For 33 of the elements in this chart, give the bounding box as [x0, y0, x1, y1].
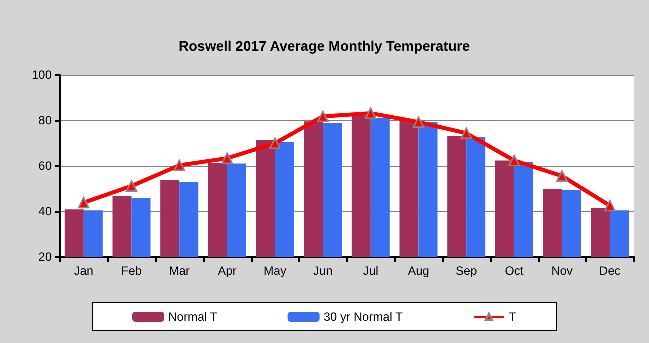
y-tick-label: 80 [38, 114, 52, 128]
y-tick-label: 40 [38, 204, 52, 218]
y-tick-label: 60 [38, 159, 52, 173]
chart-title: Roswell 2017 Average Monthly Temperature [178, 38, 470, 54]
x-tick-label: Jul [363, 264, 379, 278]
point [604, 200, 616, 212]
point [413, 116, 424, 128]
x-tick-label: Jan [74, 264, 94, 278]
point [460, 128, 472, 140]
point [222, 152, 234, 164]
x-tick-label: Nov [552, 264, 573, 278]
point [78, 197, 90, 209]
point [174, 160, 186, 172]
point [365, 108, 377, 120]
y-tick-label: 20 [38, 250, 52, 264]
legend-label: Normal T [168, 310, 218, 324]
x-tick-label: Mar [169, 264, 190, 278]
point [270, 138, 281, 150]
point [556, 170, 568, 182]
x-tick-label: Sep [456, 264, 478, 278]
x-tick-label: Dec [599, 264, 621, 278]
x-tick-label: Aug [408, 264, 430, 278]
point [126, 180, 138, 192]
point [508, 155, 520, 167]
x-tick-label: Feb [121, 264, 142, 278]
x-tick-label: Jun [313, 264, 333, 278]
legend-label: T [509, 310, 518, 324]
y-tick-label: 100 [32, 68, 52, 82]
legend-label: 30 yr Normal T [324, 310, 404, 324]
x-tick-label: Oct [505, 264, 524, 278]
x-tick-label: May [264, 264, 287, 278]
x-tick-label: Apr [218, 264, 237, 278]
point [317, 110, 329, 122]
